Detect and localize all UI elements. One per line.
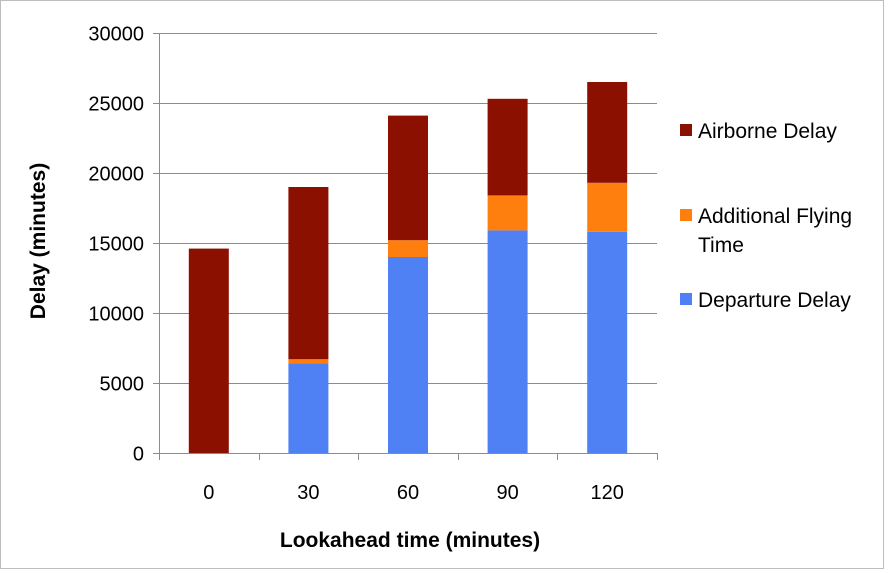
y-tick-label: 10000 <box>88 304 144 326</box>
legend-label: Airborne Delay <box>698 120 837 143</box>
x-tick-label: 30 <box>297 482 319 504</box>
bar-segment-airborne-delay <box>587 82 628 183</box>
y-tick-label: 25000 <box>88 94 144 116</box>
legend-swatch <box>680 293 692 305</box>
y-tick-label: 20000 <box>88 164 144 186</box>
legend-swatch <box>680 124 692 136</box>
bar-segment-airborne-delay <box>388 115 428 241</box>
bar-segment-airborne-delay <box>288 187 329 360</box>
bar-segment-additional-flying-time <box>288 359 329 364</box>
bar-segment-airborne-delay <box>188 248 229 453</box>
x-tick-label: 0 <box>203 482 214 504</box>
bar-segment-departure-delay <box>388 257 428 453</box>
legend-label: Time <box>698 234 744 257</box>
y-tick-labels: 0 5000 10000 15000 20000 25000 30000 <box>88 24 144 466</box>
bar-segment-airborne-delay <box>487 98 528 196</box>
axes <box>159 33 658 460</box>
y-tick-label: 5000 <box>100 374 145 396</box>
bar-segment-departure-delay <box>587 231 628 453</box>
x-tick-label: 60 <box>397 482 419 504</box>
legend-swatch <box>680 209 692 221</box>
bar-segment-departure-delay <box>288 363 329 453</box>
legend-label: Departure Delay <box>698 289 851 312</box>
bar-segment-additional-flying-time <box>487 195 528 231</box>
bar-segment-additional-flying-time <box>388 240 428 257</box>
bar-segment-departure-delay <box>487 230 528 453</box>
bars <box>188 82 628 453</box>
x-tick-labels: 0 30 60 90 120 <box>203 482 624 504</box>
y-tick-label: 0 <box>133 444 144 466</box>
legend: Airborne Delay Additional Flying Time Depar… <box>680 120 852 312</box>
y-tick-label: 30000 <box>88 24 144 46</box>
bar-segment-additional-flying-time <box>587 182 628 232</box>
x-axis-title: Lookahead time (minutes) <box>280 529 540 552</box>
y-tick-label: 15000 <box>88 234 144 256</box>
x-tick-label: 90 <box>496 482 518 504</box>
y-axis-title: Delay (minutes) <box>27 163 50 319</box>
x-tick-label: 120 <box>591 482 624 504</box>
legend-label: Additional Flying <box>698 205 852 228</box>
